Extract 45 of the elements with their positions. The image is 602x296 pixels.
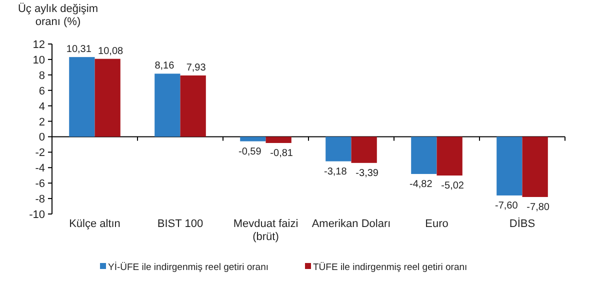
y-tick-label: 10 xyxy=(32,54,45,66)
data-label: 10,08 xyxy=(98,46,124,57)
bar xyxy=(496,136,522,196)
bar xyxy=(351,136,377,163)
x-tick-label: DİBS xyxy=(509,217,536,230)
data-label: -7,80 xyxy=(526,202,550,213)
x-tick-label: Mevduat faizi (brüt) xyxy=(233,218,298,243)
y-tick-label: 2 xyxy=(38,116,45,128)
x-tick-label: Amerikan Doları xyxy=(312,218,391,230)
legend-label: Yİ-ÜFE ile indirgenmiş reel getiri oranı xyxy=(108,261,269,273)
bar xyxy=(240,136,266,142)
y-tick-label: -6 xyxy=(35,178,45,190)
bar xyxy=(69,57,95,137)
y-axis-title: Üç aylık değişim oranı (%) xyxy=(18,2,98,28)
bar xyxy=(266,136,292,143)
bar xyxy=(522,136,548,197)
y-tick-label: -10 xyxy=(29,209,45,221)
data-label: -3,18 xyxy=(324,166,348,178)
y-tick-label: 8 xyxy=(38,70,45,82)
data-label: -3,39 xyxy=(356,168,379,179)
data-label: 10,31 xyxy=(66,44,92,56)
bar xyxy=(411,136,437,174)
data-label: -4,82 xyxy=(410,178,433,190)
data-label: 8,16 xyxy=(154,60,175,72)
bar xyxy=(154,74,180,137)
y-tick-label: 12 xyxy=(32,39,45,51)
x-tick-label: Euro xyxy=(425,218,448,230)
y-tick-label: 4 xyxy=(38,100,45,113)
bar xyxy=(180,75,206,137)
x-tick-label: BIST 100 xyxy=(157,218,204,230)
y-tick-label: 0 xyxy=(38,132,45,144)
bar xyxy=(436,136,462,176)
data-label: -0,81 xyxy=(270,148,294,159)
x-tick-label: Külçe altın xyxy=(69,218,120,230)
y-tick-label: 6 xyxy=(38,85,45,98)
data-label: -0,59 xyxy=(238,146,262,158)
bar xyxy=(326,136,352,162)
y-tick-label: -8 xyxy=(35,194,45,206)
data-label: 7,93 xyxy=(186,62,206,74)
bar xyxy=(94,58,120,137)
y-tick-label: -4 xyxy=(35,162,45,175)
data-label: -7,60 xyxy=(495,200,518,212)
data-label: -5,02 xyxy=(441,180,464,192)
y-tick-label: -2 xyxy=(35,147,45,160)
legend-label: TÜFE ile indirgenmiş reel getiri oranı xyxy=(313,262,468,273)
